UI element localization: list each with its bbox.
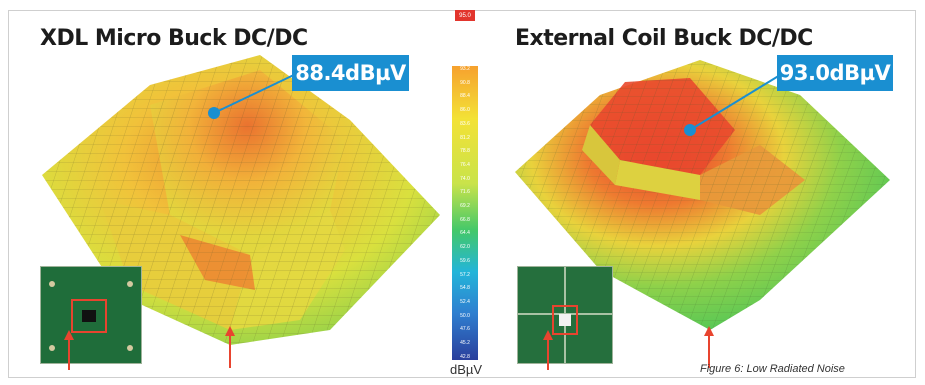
right-peak-callout: 93.0dBµV xyxy=(777,55,893,91)
right-pcb-coil xyxy=(559,314,571,326)
left-panel-title: XDL Micro Buck DC/DC xyxy=(40,26,308,51)
scale-tick: 52.4 xyxy=(460,298,470,305)
left-peak-callout: 88.4dBµV xyxy=(292,55,409,91)
scale-tick: 90.8 xyxy=(460,79,470,86)
left-surface-arrow-icon xyxy=(225,326,235,368)
scale-tick: 74.0 xyxy=(460,175,470,182)
left-pcb-pad xyxy=(127,281,133,287)
left-pcb-pad xyxy=(127,345,133,351)
scale-tick: 78.8 xyxy=(460,148,470,155)
scale-tick: 50.0 xyxy=(460,312,470,319)
left-pcb-photo xyxy=(40,266,142,364)
left-pcb-pad xyxy=(49,281,55,287)
scale-unit-label: dBµV xyxy=(449,362,483,377)
color-scale-bar xyxy=(452,66,478,360)
right-pcb-highlight-box xyxy=(552,305,578,335)
left-pcb-highlight-box xyxy=(71,299,107,333)
scale-tick: 86.0 xyxy=(460,107,470,114)
right-panel-title: External Coil Buck DC/DC xyxy=(515,26,813,51)
figure-caption: Figure 6: Low Radiated Noise xyxy=(700,363,845,375)
right-pcb-arrow-icon xyxy=(543,330,553,370)
scale-tick: 54.8 xyxy=(460,285,470,292)
left-pcb-arrow-icon xyxy=(64,330,74,370)
scale-tick: 81.2 xyxy=(460,134,470,141)
scale-tick: 47.6 xyxy=(460,326,470,333)
scale-tick: 62.0 xyxy=(460,244,470,251)
scale-tick: 83.6 xyxy=(460,120,470,127)
scale-tick: 76.4 xyxy=(460,161,470,168)
scale-tick: 66.8 xyxy=(460,216,470,223)
scale-tick: 57.2 xyxy=(460,271,470,278)
scale-max-badge: 95.0 xyxy=(455,10,475,21)
left-pcb-pad xyxy=(49,345,55,351)
scale-tick: 59.6 xyxy=(460,257,470,264)
scale-tick: 64.4 xyxy=(460,230,470,237)
color-scale-ticks: 93.2 90.8 88.4 86.0 83.6 81.2 78.8 76.4 … xyxy=(452,66,478,360)
scale-tick: 93.2 xyxy=(460,66,470,72)
right-surface-arrow-icon xyxy=(704,326,714,368)
scale-tick: 88.4 xyxy=(460,93,470,100)
scale-tick: 42.8 xyxy=(460,353,470,360)
scale-tick: 45.2 xyxy=(460,340,470,347)
left-pcb-chip xyxy=(82,310,96,322)
scale-tick: 71.6 xyxy=(460,189,470,196)
right-pcb-photo xyxy=(517,266,613,364)
scale-tick: 69.2 xyxy=(460,203,470,210)
